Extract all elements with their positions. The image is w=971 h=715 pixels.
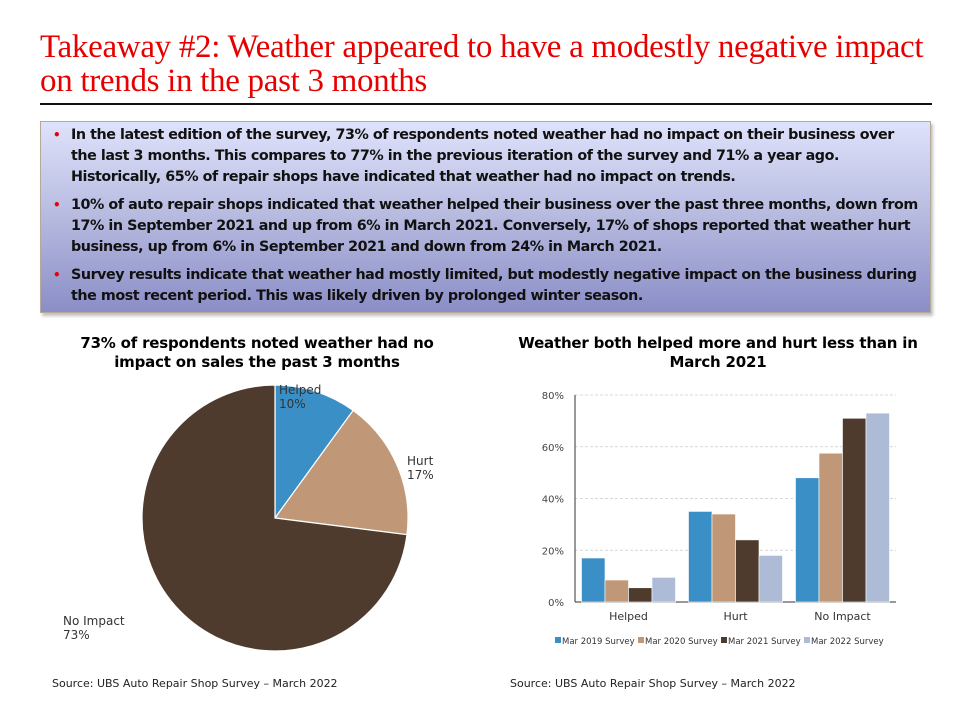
bullet-icon: • [53, 268, 61, 282]
pie-chart-title: 73% of respondents noted weather had no … [80, 334, 434, 371]
pie-value-label: 73% [63, 628, 90, 642]
bullet-item: • Survey results indicate that weather h… [53, 265, 920, 307]
bar-hurt-mar-2019-survey [688, 511, 713, 603]
y-tick-label: 20% [542, 546, 564, 557]
legend-label: Mar 2020 Survey [645, 637, 718, 647]
bullet-text: 10% of auto repair shops indicated that … [71, 197, 918, 255]
page-title: Takeaway #2: Weather appeared to have a … [40, 29, 924, 99]
bullet-item: • 10% of auto repair shops indicated tha… [53, 195, 920, 258]
bullet-text: Survey results indicate that weather had… [71, 267, 917, 304]
bullet-icon: • [53, 198, 61, 212]
pie-label: No Impact [63, 614, 125, 628]
key-points-box: • In the latest edition of the survey, 7… [40, 121, 931, 313]
bar-helped-mar-2022-survey [651, 577, 676, 603]
title-divider [40, 103, 932, 105]
pie-value-label: 17% [407, 468, 434, 482]
bar-hurt-mar-2021-survey [735, 539, 760, 603]
x-tick-label: No Impact [814, 610, 871, 623]
bar-chart: 0% 20% 40% 60% 80% Helped Hurt No Impact Mar 201… [542, 391, 896, 647]
bar-helped-mar-2020-survey [604, 579, 629, 603]
bar-no-impact-mar-2022-survey [865, 412, 890, 603]
x-tick-label: Hurt [723, 610, 748, 623]
bar-source-note: Source: UBS Auto Repair Shop Survey – Ma… [510, 677, 796, 690]
bar-no-impact-mar-2019-survey [795, 477, 820, 603]
y-tick-label: 80% [542, 391, 564, 402]
legend-label: Mar 2019 Survey [562, 637, 635, 647]
x-tick-label: Helped [609, 610, 648, 623]
pie-label: Helped [279, 383, 321, 397]
pie-slice-no-impact [141, 384, 408, 652]
bar-helped-mar-2021-survey [628, 587, 653, 603]
legend-label: Mar 2021 Survey [728, 637, 801, 647]
y-tick-label: 40% [542, 495, 564, 506]
legend-swatch [721, 637, 727, 643]
bar-hurt-mar-2020-survey [711, 513, 736, 603]
bar-hurt-mar-2022-survey [758, 555, 783, 603]
bar-no-impact-mar-2020-survey [818, 452, 843, 603]
bar-chart-title: Weather both helped more and hurt less t… [518, 334, 918, 371]
pie-source-note: Source: UBS Auto Repair Shop Survey – Ma… [52, 677, 338, 690]
legend-label: Mar 2022 Survey [811, 637, 884, 647]
bullet-item: • In the latest edition of the survey, 7… [53, 125, 920, 188]
pie-label: Hurt [407, 454, 434, 468]
pie-slice-helped [274, 384, 355, 520]
bar-no-impact-mar-2021-survey [842, 417, 867, 603]
legend-swatch [804, 637, 810, 643]
y-tick-label: 0% [548, 598, 564, 609]
bullet-icon: • [53, 128, 61, 142]
legend-swatch [555, 637, 561, 643]
bar-helped-mar-2019-survey [581, 557, 606, 603]
legend-swatch [638, 637, 644, 643]
pie-value-label: 10% [279, 397, 306, 411]
bullet-text: In the latest edition of the survey, 73%… [71, 127, 894, 185]
y-tick-label: 60% [542, 443, 564, 454]
pie-slice-hurt [273, 409, 409, 536]
